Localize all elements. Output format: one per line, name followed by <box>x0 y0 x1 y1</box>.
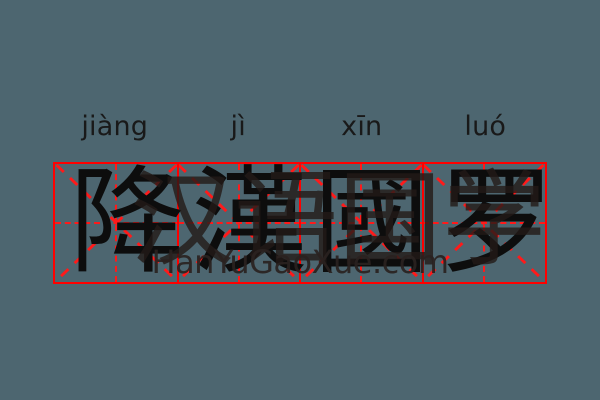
hanzi-row: 降 漢 國 罗 <box>53 162 555 284</box>
hanzi-character-2: 漢 <box>191 154 308 290</box>
hanzi-character-4: 罗 <box>438 154 555 290</box>
grid-cell-2 <box>177 164 300 282</box>
pinyin-label-3: xīn <box>341 110 383 142</box>
grid-cell-3 <box>300 164 423 282</box>
grid-diagonals <box>55 164 178 282</box>
grid-divider-3 <box>421 164 424 282</box>
pinyin-label-2: jì <box>230 110 246 142</box>
hanzi-character-1: 降 <box>69 154 186 290</box>
pinyin-label-4: luó <box>464 110 507 142</box>
grid-diagonals <box>422 164 545 282</box>
grid-divider-1 <box>176 164 179 282</box>
grid-diagonals <box>177 164 300 282</box>
grid-cell-1 <box>55 164 178 282</box>
mizige-grid <box>53 162 547 284</box>
grid-cell-4 <box>422 164 545 282</box>
hanzi-character-3: 國 <box>313 154 430 290</box>
pinyin-row: jiàng jì xīn luó <box>53 103 547 149</box>
grid-divider-2 <box>299 164 301 282</box>
pinyin-label-1: jiàng <box>81 110 149 142</box>
grid-diagonals <box>300 164 423 282</box>
